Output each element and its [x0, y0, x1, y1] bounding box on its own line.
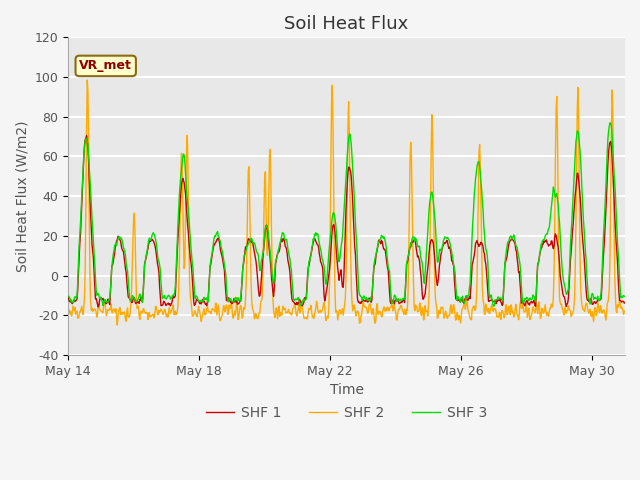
SHF 1: [401, 300, 408, 305]
Line: SHF 3: SHF 3: [68, 123, 624, 306]
SHF 2: [113, 322, 121, 328]
SHF 2: [401, 307, 408, 312]
SHF 3: [490, 303, 498, 309]
SHF 1: [620, 300, 628, 306]
SHF 3: [490, 303, 497, 309]
SHF 2: [354, 308, 362, 314]
SHF 2: [129, 236, 137, 241]
SHF 3: [620, 293, 628, 299]
Line: SHF 2: SHF 2: [68, 80, 624, 325]
SHF 3: [128, 296, 136, 302]
SHF 1: [94, 304, 102, 310]
Legend: SHF 1, SHF 2, SHF 3: SHF 1, SHF 2, SHF 3: [201, 400, 492, 425]
SHF 3: [606, 120, 614, 126]
SHF 2: [491, 306, 499, 312]
SHF 2: [83, 77, 91, 83]
SHF 1: [354, 296, 362, 302]
SHF 3: [399, 295, 407, 301]
SHF 1: [64, 295, 72, 300]
SHF 1: [83, 133, 90, 139]
SHF 3: [64, 293, 72, 299]
SHF 3: [352, 233, 360, 239]
Y-axis label: Soil Heat Flux (W/m2): Soil Heat Flux (W/m2): [15, 120, 29, 272]
SHF 1: [129, 297, 137, 302]
SHF 1: [491, 298, 499, 304]
SHF 3: [140, 289, 147, 295]
SHF 2: [141, 309, 148, 315]
SHF 2: [620, 308, 628, 314]
Text: VR_met: VR_met: [79, 60, 132, 72]
SHF 3: [177, 174, 184, 180]
SHF 2: [64, 311, 72, 316]
SHF 2: [179, 161, 186, 167]
Line: SHF 1: SHF 1: [68, 136, 624, 307]
SHF 1: [141, 261, 148, 267]
SHF 1: [179, 178, 186, 184]
X-axis label: Time: Time: [330, 383, 364, 397]
Title: Soil Heat Flux: Soil Heat Flux: [284, 15, 409, 33]
